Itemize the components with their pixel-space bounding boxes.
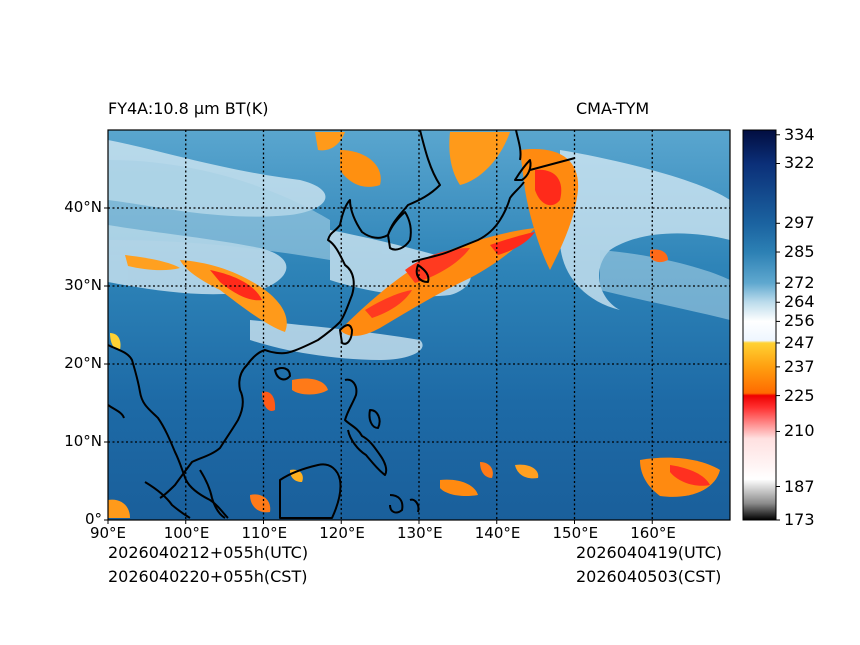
lon-label: 130°E — [397, 524, 443, 542]
lat-label: 20°N — [64, 354, 102, 372]
colorbar-tick-label: 297 — [784, 213, 815, 233]
colorbar-tick-label: 173 — [784, 510, 815, 529]
colorbar-tick-label: 210 — [784, 421, 815, 441]
lat-label: 40°N — [64, 198, 102, 216]
mid-clouds — [108, 160, 730, 320]
gridlines — [108, 130, 730, 520]
valid-time-cst: 2026040503(CST) — [576, 567, 722, 586]
valid-time-utc: 2026040419(UTC) — [576, 543, 722, 562]
colorbar-tick-label: 225 — [784, 385, 815, 405]
lon-label: 110°E — [241, 524, 288, 542]
colorbar-tick-label: 256 — [784, 311, 815, 331]
colorbar-tick-label: 187 — [784, 476, 815, 496]
colorbar-tick-label: 334 — [784, 124, 815, 144]
colorbar-tick-label: 322 — [784, 153, 815, 173]
lat-label: 0° — [84, 510, 102, 528]
source-title: CMA-TYM — [576, 99, 650, 118]
lon-label: 90°E — [89, 524, 127, 542]
colorbar-gradient — [743, 130, 776, 520]
colorbar-tick-label: 237 — [784, 356, 815, 376]
init-time-utc: 2026040212+055h(UTC) — [108, 543, 309, 562]
coastlines — [108, 130, 576, 519]
colorbar-tick-label: 247 — [784, 332, 815, 352]
axis-tick-marks — [104, 207, 653, 524]
product-title: FY4A:10.8 µm BT(K) — [108, 99, 269, 118]
colorbar-tick-label: 264 — [784, 292, 815, 312]
colorbar-frame — [742, 129, 777, 521]
init-time-cst: 2026040220+055h(CST) — [108, 567, 308, 586]
lat-label: 10°N — [64, 432, 102, 450]
colorbar-tick-label: 285 — [784, 242, 815, 262]
colorbar-tick-label: 272 — [784, 273, 815, 293]
lat-label: 30°N — [64, 276, 102, 294]
cold-cloud-tops — [108, 132, 720, 518]
lon-label: 150°E — [552, 524, 599, 542]
colorbar-tick-marks — [776, 134, 780, 521]
lon-label: 140°E — [474, 524, 521, 542]
lon-label: 120°E — [319, 524, 365, 542]
lon-label: 160°E — [630, 524, 676, 542]
lon-label: 100°E — [163, 524, 210, 542]
